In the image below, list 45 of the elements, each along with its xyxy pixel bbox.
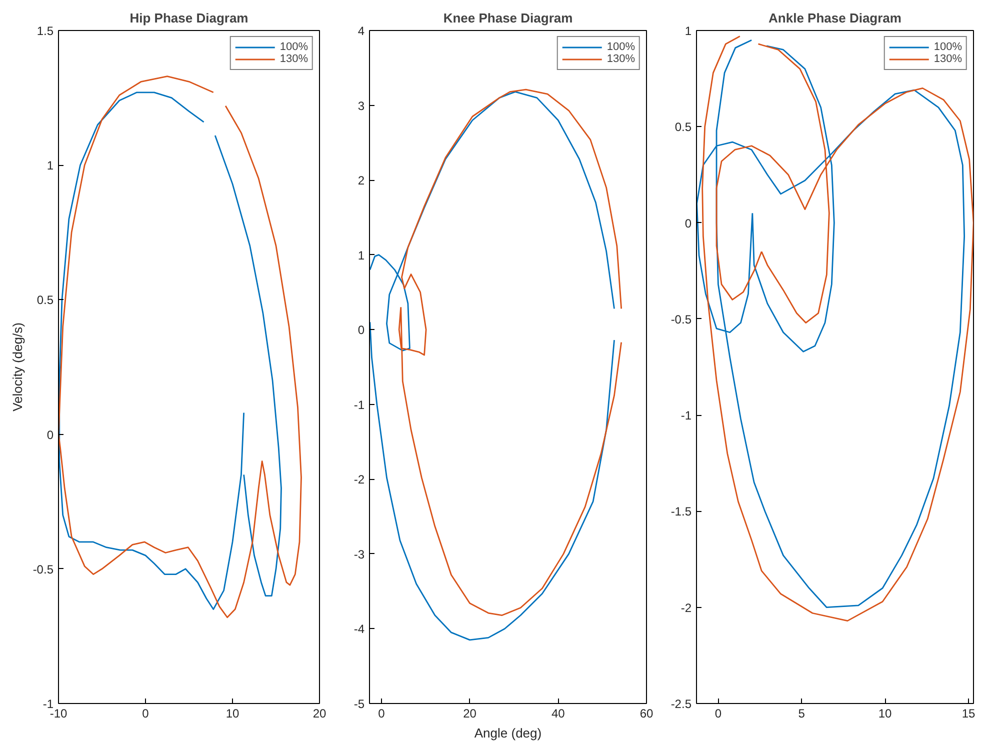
y-tick-label: -2.5 <box>670 697 692 711</box>
x-tick-label: 10 <box>878 706 892 720</box>
chart-title: Ankle Phase Diagram <box>768 10 902 26</box>
y-tick-label: 0 <box>46 428 54 442</box>
legend-label: 130% <box>934 53 962 65</box>
y-tick-label: -1 <box>680 408 692 423</box>
x-tick-label: 0 <box>142 706 150 720</box>
chart-title: Knee Phase Diagram <box>443 10 573 26</box>
y-tick-label: 0 <box>358 323 365 338</box>
y-tick-label: -3 <box>354 547 365 562</box>
x-tick-label: 0 <box>378 706 386 720</box>
y-tick-label: 4 <box>358 24 365 38</box>
x-tick-label: 0 <box>714 706 722 720</box>
y-tick-label: 3 <box>358 98 365 113</box>
y-tick-label: 0.5 <box>674 120 692 134</box>
chart-title: Hip Phase Diagram <box>130 10 248 26</box>
x-axis-title: Angle (deg) <box>474 726 542 740</box>
y-tick-label: 1.5 <box>36 24 54 38</box>
x-tick-label: 5 <box>798 706 806 720</box>
legend-label: 100% <box>934 41 962 53</box>
y-tick-label: 1 <box>46 158 54 173</box>
y-tick-label: 0 <box>684 216 692 230</box>
legend-label: 130% <box>280 53 308 65</box>
y-tick-label: -0.5 <box>670 312 692 326</box>
y-tick-label: 2 <box>358 174 365 188</box>
y-tick-label: -1 <box>354 398 365 412</box>
legend-label: 130% <box>606 53 635 65</box>
x-tick-label: 15 <box>962 706 976 720</box>
y-tick-label: 1 <box>684 24 692 38</box>
y-tick-label: 1 <box>358 248 365 262</box>
x-tick-label: 10 <box>226 706 240 720</box>
y-axis-title: Velocity (deg/s) <box>10 322 25 412</box>
y-tick-label: -5 <box>354 697 365 711</box>
x-tick-label: 20 <box>463 706 477 720</box>
y-tick-label: -0.5 <box>32 562 54 576</box>
x-tick-label: 60 <box>640 706 654 720</box>
x-tick-label: 40 <box>551 706 566 720</box>
y-tick-label: -1.5 <box>670 504 692 519</box>
y-tick-label: 0.5 <box>36 293 54 308</box>
legend-label: 100% <box>606 41 635 53</box>
y-tick-label: -2 <box>680 600 692 615</box>
y-tick-label: -2 <box>354 472 365 487</box>
x-tick-label: 20 <box>312 706 326 720</box>
y-tick-label: -4 <box>354 622 365 636</box>
legend-label: 100% <box>280 41 308 53</box>
